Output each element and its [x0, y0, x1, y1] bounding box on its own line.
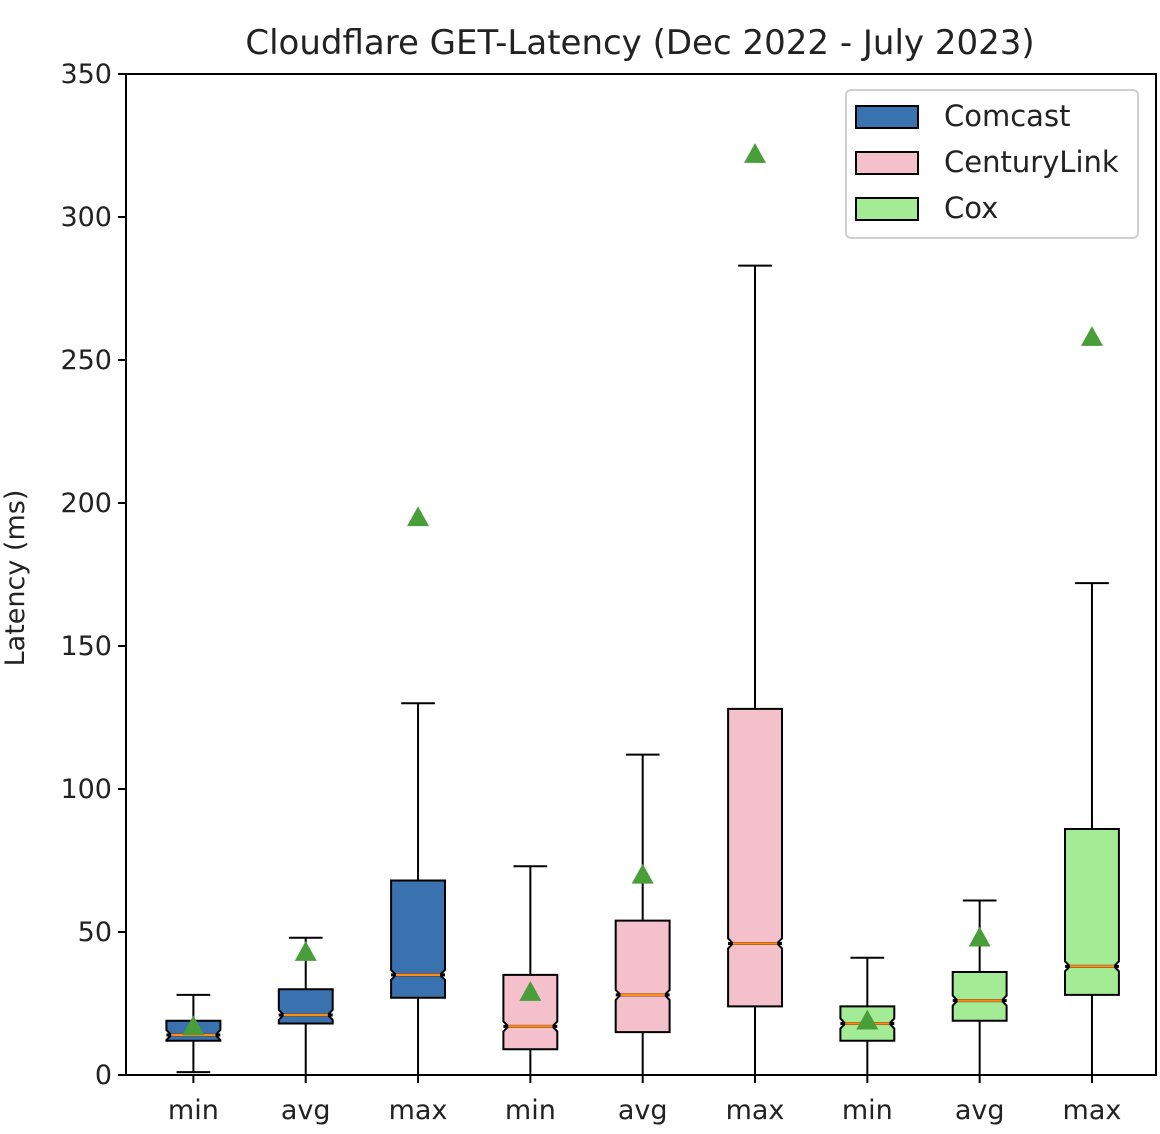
y-tick-label: 100: [60, 774, 112, 805]
x-tick-label: min: [505, 1095, 556, 1126]
legend-swatch: [855, 105, 919, 129]
mean-marker: [294, 941, 317, 961]
legend-swatch: [855, 197, 919, 221]
y-tick-label: 50: [78, 917, 112, 948]
box-comcast-max: [390, 879, 446, 999]
plot-frame: [125, 73, 1157, 1076]
mean-marker: [631, 863, 654, 884]
plot-area: [165, 143, 1120, 1076]
x-tick-label: max: [389, 1095, 448, 1126]
mean-marker: [182, 1015, 205, 1036]
x-tick-label: min: [168, 1095, 219, 1126]
y-tick-label: 300: [60, 202, 112, 233]
x-tick-label: avg: [955, 1095, 1005, 1126]
y-axis-label: Latency (ms): [0, 490, 31, 667]
chart-title: Cloudflare GET-Latency (Dec 2022 - July …: [245, 23, 1034, 63]
mean-marker: [968, 926, 991, 947]
y-tick-label: 200: [60, 488, 112, 519]
legend: Comcast CenturyLink Cox: [845, 89, 1139, 239]
legend-label: Cox: [944, 191, 998, 225]
box-comcast-avg: [277, 988, 334, 1025]
mean-marker: [856, 1009, 879, 1030]
x-tick-label: avg: [618, 1095, 668, 1126]
y-tick-label: 350: [60, 59, 112, 90]
x-tick-label: min: [842, 1095, 893, 1126]
y-tick-label: 0: [95, 1060, 112, 1091]
mean-marker: [407, 506, 430, 527]
x-tick-label: max: [726, 1095, 785, 1126]
box-cox-max: [1064, 828, 1120, 996]
legend-label: CenturyLink: [944, 145, 1119, 179]
y-tick-label: 150: [60, 631, 112, 662]
mean-marker: [1080, 326, 1103, 346]
legend-swatch: [855, 151, 919, 175]
x-tick-label: max: [1063, 1095, 1122, 1126]
y-tick-label: 250: [60, 345, 112, 376]
box-centurylink-avg: [614, 919, 671, 1034]
mean-marker: [519, 981, 542, 1001]
box-centurylink-min: [502, 973, 559, 1051]
legend-label: Comcast: [944, 99, 1070, 133]
x-tick-label: avg: [281, 1095, 331, 1126]
box-centurylink-max: [727, 707, 783, 1008]
box-cox-avg: [951, 971, 1008, 1022]
mean-marker: [744, 143, 767, 163]
